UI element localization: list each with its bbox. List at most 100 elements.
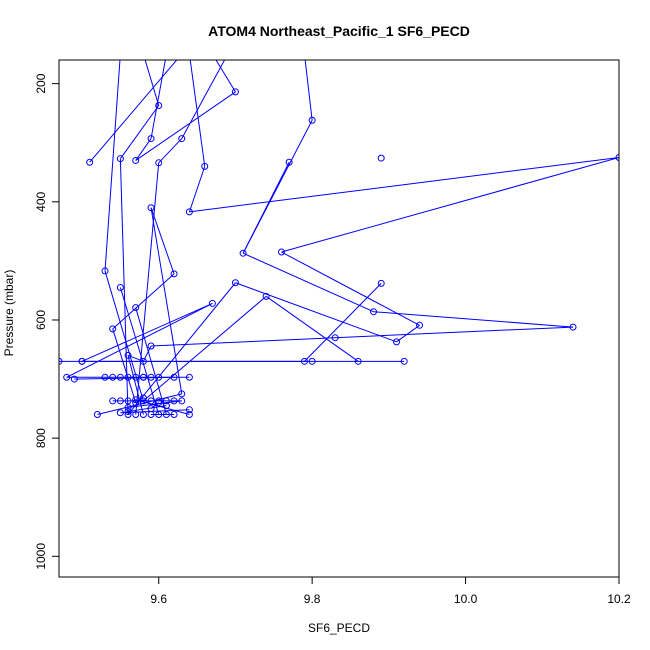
data-point xyxy=(185,406,193,414)
data-point xyxy=(70,375,78,383)
series-segment xyxy=(127,282,236,415)
series-segment xyxy=(242,252,374,313)
data-point xyxy=(155,159,163,167)
x-tick-label: 10.2 xyxy=(607,592,631,606)
data-point xyxy=(231,88,239,96)
data-point xyxy=(101,267,109,275)
y-axis-label: Pressure (mbar) xyxy=(2,270,16,357)
series-segment xyxy=(189,156,619,213)
data-point xyxy=(116,397,124,405)
series-segment xyxy=(119,105,160,159)
data-point xyxy=(285,158,293,166)
y-tick-label: 200 xyxy=(34,73,48,93)
data-point xyxy=(132,411,140,419)
data-point xyxy=(178,397,186,405)
data-point xyxy=(116,409,124,417)
data-point xyxy=(139,357,147,365)
series-segment xyxy=(188,166,206,213)
data-point xyxy=(86,158,94,166)
x-tick-label: 10.0 xyxy=(454,592,478,606)
data-point xyxy=(116,373,124,381)
data-point xyxy=(370,308,378,316)
data-point xyxy=(185,411,193,419)
data-point xyxy=(124,373,132,381)
data-point xyxy=(147,405,155,413)
series-segment xyxy=(181,60,226,139)
data-point xyxy=(300,357,308,365)
data-point xyxy=(569,323,577,331)
series-segment xyxy=(81,302,213,362)
y-tick-label: 400 xyxy=(34,191,48,211)
data-point xyxy=(162,402,170,410)
series-segment xyxy=(265,295,359,362)
series-segment xyxy=(281,251,420,326)
data-point xyxy=(178,135,186,143)
series-segment xyxy=(144,60,160,106)
data-point xyxy=(109,397,117,405)
data-point xyxy=(124,408,132,416)
data-point xyxy=(132,304,140,312)
y-tick-label: 600 xyxy=(34,310,48,330)
series-segment xyxy=(97,393,182,415)
axes: 9.6 9.8 10.0 10.2 200 400 600 800 1000 xyxy=(34,73,631,606)
data-point xyxy=(63,373,71,381)
data-point xyxy=(155,101,163,109)
data-point xyxy=(416,321,424,329)
data-point xyxy=(132,373,140,381)
series-segment xyxy=(135,307,167,415)
data-point xyxy=(147,135,155,143)
data-point xyxy=(139,373,147,381)
data-point xyxy=(124,411,132,419)
series-segment xyxy=(120,409,190,414)
x-axis-label: SF6_PECD xyxy=(308,621,370,635)
x-tick-label: 9.8 xyxy=(304,592,321,606)
data-point xyxy=(139,394,147,402)
data-point xyxy=(262,292,270,300)
series-segment xyxy=(242,161,290,254)
data-point xyxy=(124,351,132,359)
series-segment xyxy=(127,355,144,415)
data-point xyxy=(139,397,147,405)
data-point xyxy=(178,390,186,398)
data-point xyxy=(162,411,170,419)
y-tick-label: 800 xyxy=(34,428,48,448)
series-segment xyxy=(158,138,183,164)
series-segment xyxy=(150,60,166,139)
series-segment xyxy=(396,324,420,343)
plot-frame xyxy=(58,59,620,578)
data-point xyxy=(116,283,124,291)
data-point xyxy=(155,373,163,381)
data-point xyxy=(201,162,209,170)
data-point xyxy=(231,279,239,287)
data-point xyxy=(101,373,109,381)
y-tick-label: 1000 xyxy=(34,543,48,570)
series-segment xyxy=(135,162,160,415)
series-segment xyxy=(150,207,175,275)
data-point xyxy=(277,248,285,256)
data-point xyxy=(208,299,216,307)
data-point xyxy=(147,397,155,405)
series-segment xyxy=(135,138,152,161)
data-point xyxy=(185,208,193,216)
data-point xyxy=(308,357,316,365)
data-point xyxy=(132,399,140,407)
series-segment xyxy=(119,158,129,415)
data-point xyxy=(331,334,339,342)
data-point xyxy=(147,342,155,350)
series-segment xyxy=(143,295,267,402)
data-point xyxy=(393,338,401,346)
data-point xyxy=(139,411,147,419)
data-point xyxy=(109,325,117,333)
data-point xyxy=(155,399,163,407)
data-point xyxy=(170,270,178,278)
data-point xyxy=(132,396,140,404)
data-point xyxy=(170,373,178,381)
chart-title: ATOM4 Northeast_Pacific_1 SF6_PECD xyxy=(208,23,470,39)
series-segment xyxy=(74,376,175,380)
series-segment xyxy=(235,282,397,343)
series-segment xyxy=(66,302,213,378)
data-point xyxy=(185,373,193,381)
data-point xyxy=(377,279,385,287)
series-segment xyxy=(304,60,313,121)
series-segment xyxy=(281,157,619,253)
